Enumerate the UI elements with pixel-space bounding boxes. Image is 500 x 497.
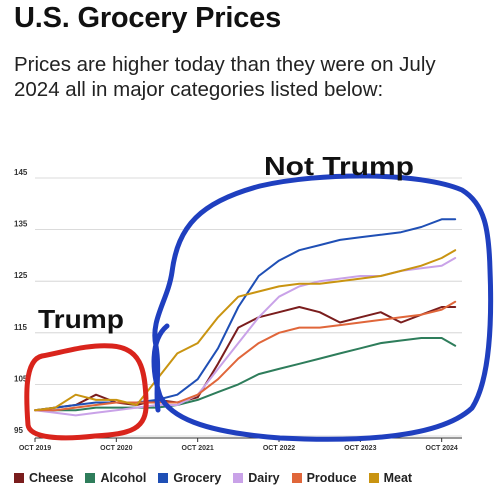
legend-item-dairy: Dairy	[233, 471, 280, 485]
chart-legend: Cheese Alcohol Grocery Dairy Produce Meat	[14, 469, 424, 487]
legend-swatch	[14, 473, 24, 483]
legend-item-produce: Produce	[291, 471, 357, 485]
y-tick-label: 105	[14, 374, 28, 383]
y-tick-label: 135	[14, 220, 28, 229]
not-trump-label: Not Trump	[264, 151, 414, 181]
x-tick-label: OCT 2020	[100, 445, 132, 452]
series-layer	[34, 218, 457, 417]
legend-item-meat: Meat	[368, 471, 413, 485]
legend-swatch	[233, 473, 244, 483]
x-tick-label: OCT 2024	[426, 445, 458, 452]
legend-label: Dairy	[248, 471, 280, 485]
not-trump-circle	[151, 173, 494, 442]
series-line-grocery	[34, 218, 457, 412]
legend-label: Grocery	[173, 471, 222, 485]
y-tick-label: 125	[14, 271, 28, 280]
legend-swatch	[85, 473, 96, 483]
series-line-alcohol	[34, 337, 457, 412]
y-tick-label: 95	[14, 426, 23, 435]
y-tick-label: 115	[14, 323, 27, 332]
trump-circle	[24, 343, 149, 441]
legend-swatch	[291, 473, 302, 483]
annotation-layer: Trump Not Trump	[24, 151, 494, 442]
legend-item-grocery: Grocery	[158, 471, 221, 485]
series-line-dairy	[34, 257, 457, 417]
x-tick-label: OCT 2021	[182, 445, 214, 452]
trump-label: Trump	[38, 304, 124, 334]
y-tick-label: 145	[14, 168, 28, 177]
page-title: U.S. Grocery Prices	[14, 2, 282, 34]
series-line-meat	[34, 249, 457, 412]
legend-item-cheese: Cheese	[14, 471, 73, 485]
legend-label: Alcohol	[100, 471, 147, 485]
legend-label: Cheese	[29, 471, 74, 485]
legend-swatch	[368, 473, 379, 483]
series-line-cheese	[34, 306, 457, 412]
series-line-produce	[34, 300, 457, 412]
legend-swatch	[158, 473, 169, 483]
legend-label: Produce	[306, 471, 357, 485]
x-tick-label: OCT 2023	[344, 445, 376, 452]
legend-item-alcohol: Alcohol	[85, 471, 146, 485]
x-tick-label: OCT 2019	[19, 445, 51, 452]
x-tick-label: OCT 2022	[263, 445, 295, 452]
legend-label: Meat	[383, 471, 413, 485]
page-subtitle: Prices are higher today than they were o…	[14, 53, 436, 101]
